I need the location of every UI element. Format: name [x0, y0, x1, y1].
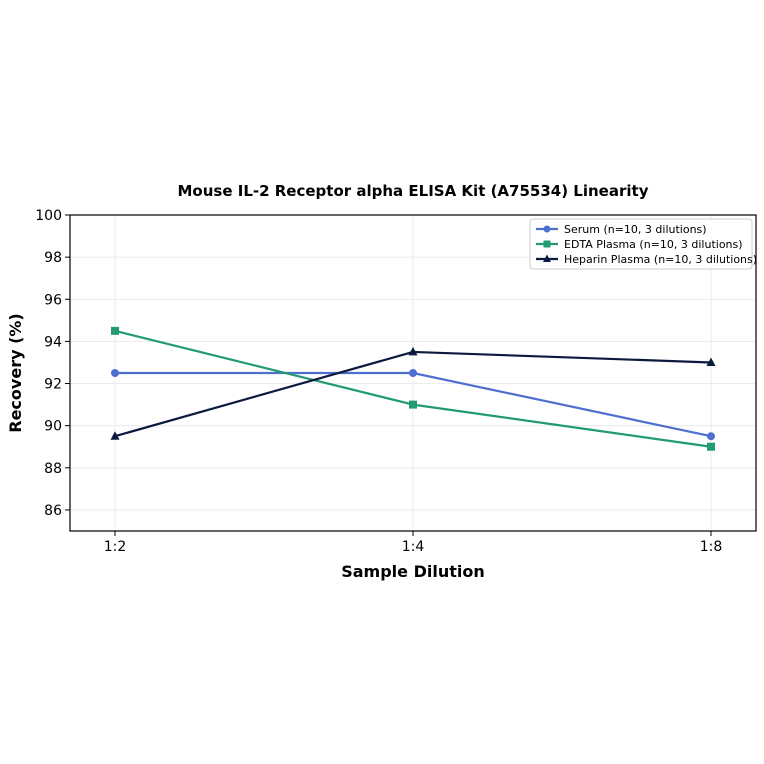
x-axis-label: Sample Dilution — [341, 562, 485, 581]
legend-item: Heparin Plasma (n=10, 3 dilutions) — [536, 253, 757, 266]
x-tick-label: 1:4 — [402, 539, 425, 555]
legend: Serum (n=10, 3 dilutions) EDTA Plasma (n=… — [529, 218, 757, 270]
x-tick-label: 1:2 — [104, 539, 127, 555]
legend-label: EDTA Plasma (n=10, 3 dilutions) — [564, 238, 743, 251]
tick-layer: 86 88 90 92 94 96 98 100 1:2 1:4 1:8 — [35, 208, 722, 555]
data-point-circle — [409, 369, 417, 377]
x-tick-label: 1:8 — [700, 539, 723, 555]
data-point-square — [111, 326, 119, 335]
legend-label: Heparin Plasma (n=10, 3 dilutions) — [564, 253, 757, 266]
data-point-triangle — [706, 357, 716, 366]
data-point-triangle — [543, 254, 551, 262]
legend-box — [529, 218, 753, 270]
y-tick-label: 96 — [44, 292, 62, 308]
y-tick-label: 94 — [44, 334, 62, 350]
grid — [70, 215, 756, 531]
data-point-triangle — [408, 346, 418, 356]
data-point-triangle — [110, 431, 120, 440]
series-layer — [110, 326, 716, 451]
y-tick-label: 88 — [44, 461, 62, 477]
data-point-square — [543, 240, 551, 248]
legend-label: Serum (n=10, 3 dilutions) — [564, 223, 707, 236]
series-1 — [111, 369, 715, 441]
legend-item: Serum (n=10, 3 dilutions) — [536, 223, 707, 236]
y-tick-label: 98 — [44, 250, 62, 266]
data-point-circle — [543, 225, 551, 233]
y-axis-label: Recovery (%) — [6, 313, 25, 432]
y-tick-label: 92 — [44, 377, 62, 393]
y-tick-label: 100 — [35, 208, 62, 224]
series-2 — [111, 326, 715, 451]
chart-title: Mouse IL-2 Receptor alpha ELISA Kit (A75… — [178, 182, 649, 200]
y-tick-label: 90 — [44, 419, 62, 435]
data-point-circle — [707, 432, 715, 441]
series-3 — [110, 346, 716, 440]
legend-item: EDTA Plasma (n=10, 3 dilutions) — [536, 238, 743, 251]
data-point-circle — [111, 369, 119, 377]
y-tick-label: 86 — [44, 503, 62, 519]
data-point-square — [409, 400, 417, 409]
data-point-square — [707, 442, 715, 451]
